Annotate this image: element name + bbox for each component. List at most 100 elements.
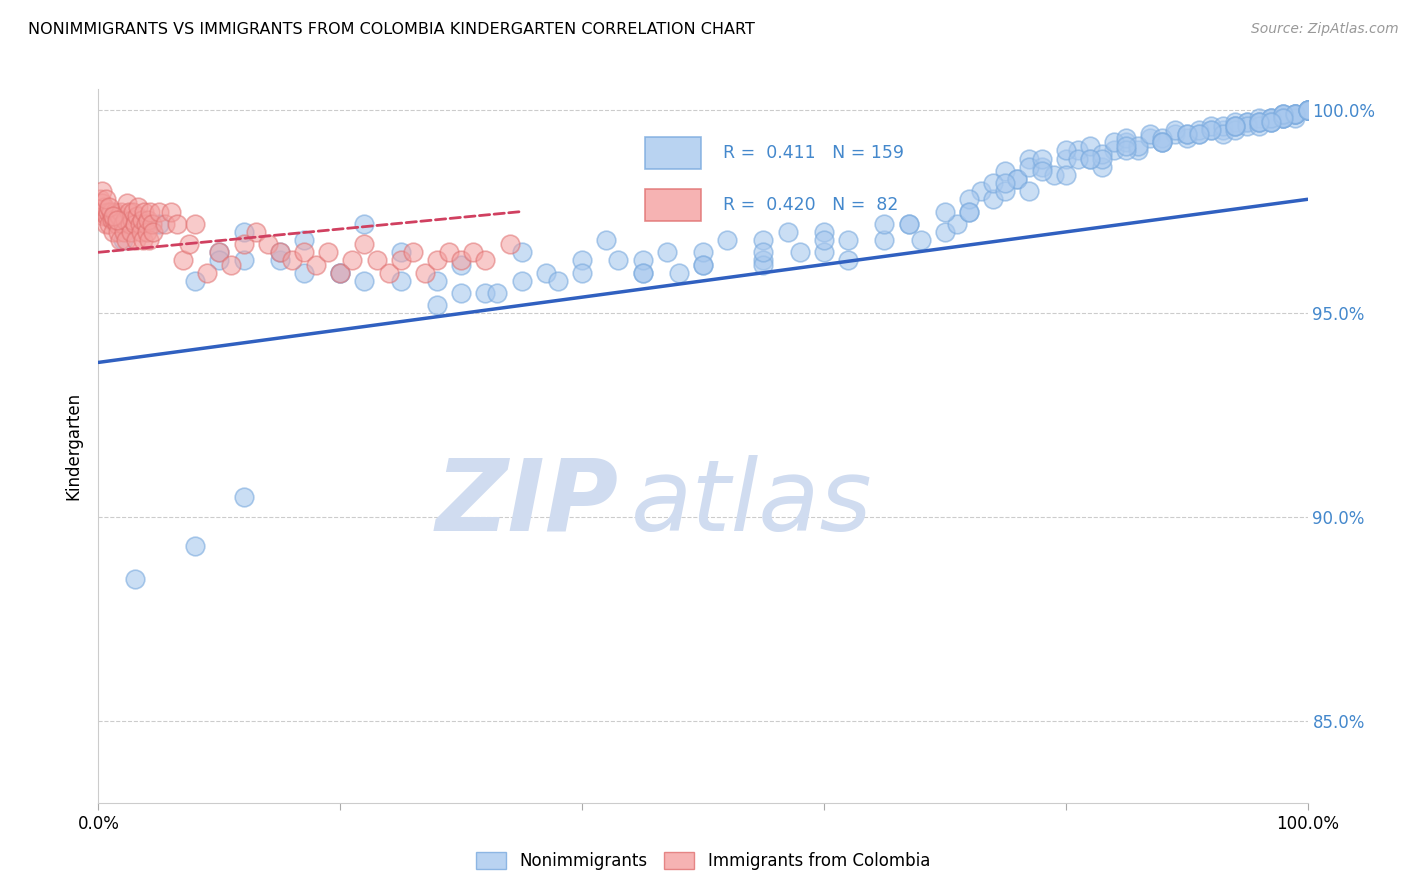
Point bbox=[631, 253, 654, 268]
Point bbox=[120, 225, 142, 239]
Point bbox=[1128, 144, 1150, 158]
Point bbox=[450, 286, 472, 301]
Point bbox=[105, 217, 128, 231]
Point bbox=[111, 233, 134, 247]
Point bbox=[1078, 139, 1101, 153]
Point bbox=[195, 266, 218, 280]
Point bbox=[111, 217, 134, 231]
Point bbox=[139, 204, 162, 219]
Point bbox=[316, 245, 339, 260]
Point bbox=[148, 217, 170, 231]
Point bbox=[1018, 160, 1040, 174]
Point bbox=[1296, 103, 1319, 117]
Point bbox=[534, 266, 557, 280]
Text: ZIP: ZIP bbox=[436, 455, 619, 551]
Point bbox=[101, 209, 124, 223]
Point bbox=[437, 245, 460, 260]
Point bbox=[692, 245, 714, 260]
Point bbox=[1249, 115, 1271, 129]
Point bbox=[1284, 106, 1306, 120]
Point bbox=[981, 176, 1004, 190]
Text: R =  0.411   N = 159: R = 0.411 N = 159 bbox=[723, 145, 904, 162]
Point bbox=[752, 245, 775, 260]
Point bbox=[1091, 160, 1114, 174]
Point bbox=[1296, 103, 1319, 117]
Point bbox=[1188, 127, 1211, 141]
Point bbox=[1296, 103, 1319, 117]
Point bbox=[752, 233, 775, 247]
Point bbox=[353, 237, 375, 252]
Point bbox=[292, 233, 315, 247]
Point bbox=[1212, 119, 1234, 133]
Point bbox=[103, 212, 125, 227]
Point bbox=[1152, 135, 1174, 149]
Point bbox=[1249, 119, 1271, 133]
Point bbox=[1260, 111, 1282, 125]
Point bbox=[486, 286, 509, 301]
Point bbox=[1199, 119, 1222, 133]
Point bbox=[426, 298, 449, 312]
Point bbox=[426, 274, 449, 288]
Point bbox=[94, 217, 117, 231]
Point bbox=[1223, 119, 1246, 133]
Point bbox=[124, 572, 146, 586]
Y-axis label: Kindergarten: Kindergarten bbox=[65, 392, 83, 500]
Point bbox=[1296, 103, 1319, 117]
Text: Source: ZipAtlas.com: Source: ZipAtlas.com bbox=[1251, 22, 1399, 37]
Point bbox=[1296, 103, 1319, 117]
Point bbox=[1272, 111, 1295, 125]
Point bbox=[934, 204, 956, 219]
Text: atlas: atlas bbox=[630, 455, 872, 551]
Point bbox=[655, 245, 678, 260]
Point bbox=[1272, 106, 1295, 120]
Point bbox=[994, 184, 1017, 198]
Point bbox=[571, 253, 593, 268]
Point bbox=[946, 217, 969, 231]
Point bbox=[118, 217, 141, 231]
Point bbox=[1284, 106, 1306, 120]
Point bbox=[342, 253, 364, 268]
Point bbox=[142, 225, 165, 239]
Point bbox=[110, 204, 132, 219]
Point bbox=[813, 225, 835, 239]
Point bbox=[101, 225, 124, 239]
Point bbox=[752, 258, 775, 272]
Point bbox=[1175, 131, 1198, 145]
Point bbox=[813, 245, 835, 260]
Point bbox=[450, 258, 472, 272]
Point bbox=[1272, 111, 1295, 125]
Point bbox=[208, 253, 231, 268]
Point bbox=[1272, 111, 1295, 125]
Point bbox=[1236, 115, 1258, 129]
Point bbox=[94, 192, 117, 206]
Point bbox=[1188, 123, 1211, 137]
Point bbox=[269, 253, 291, 268]
Point bbox=[873, 217, 896, 231]
Point bbox=[131, 212, 153, 227]
Point bbox=[1091, 152, 1114, 166]
Point bbox=[450, 253, 472, 268]
Point bbox=[1212, 123, 1234, 137]
Point bbox=[837, 253, 859, 268]
Point bbox=[752, 253, 775, 268]
Point bbox=[129, 225, 152, 239]
Point bbox=[135, 225, 157, 239]
Point bbox=[122, 204, 145, 219]
Point bbox=[692, 258, 714, 272]
Point bbox=[692, 258, 714, 272]
Point bbox=[256, 237, 278, 252]
Point bbox=[96, 209, 118, 223]
Point bbox=[1223, 119, 1246, 133]
Point bbox=[1223, 123, 1246, 137]
Point bbox=[1284, 106, 1306, 120]
Point bbox=[981, 192, 1004, 206]
Point bbox=[1042, 168, 1064, 182]
Point bbox=[547, 274, 569, 288]
Point bbox=[510, 245, 533, 260]
Point bbox=[389, 245, 412, 260]
Point bbox=[93, 201, 115, 215]
Point bbox=[115, 233, 138, 247]
Point bbox=[1031, 163, 1053, 178]
Point bbox=[389, 253, 412, 268]
Point bbox=[1188, 127, 1211, 141]
